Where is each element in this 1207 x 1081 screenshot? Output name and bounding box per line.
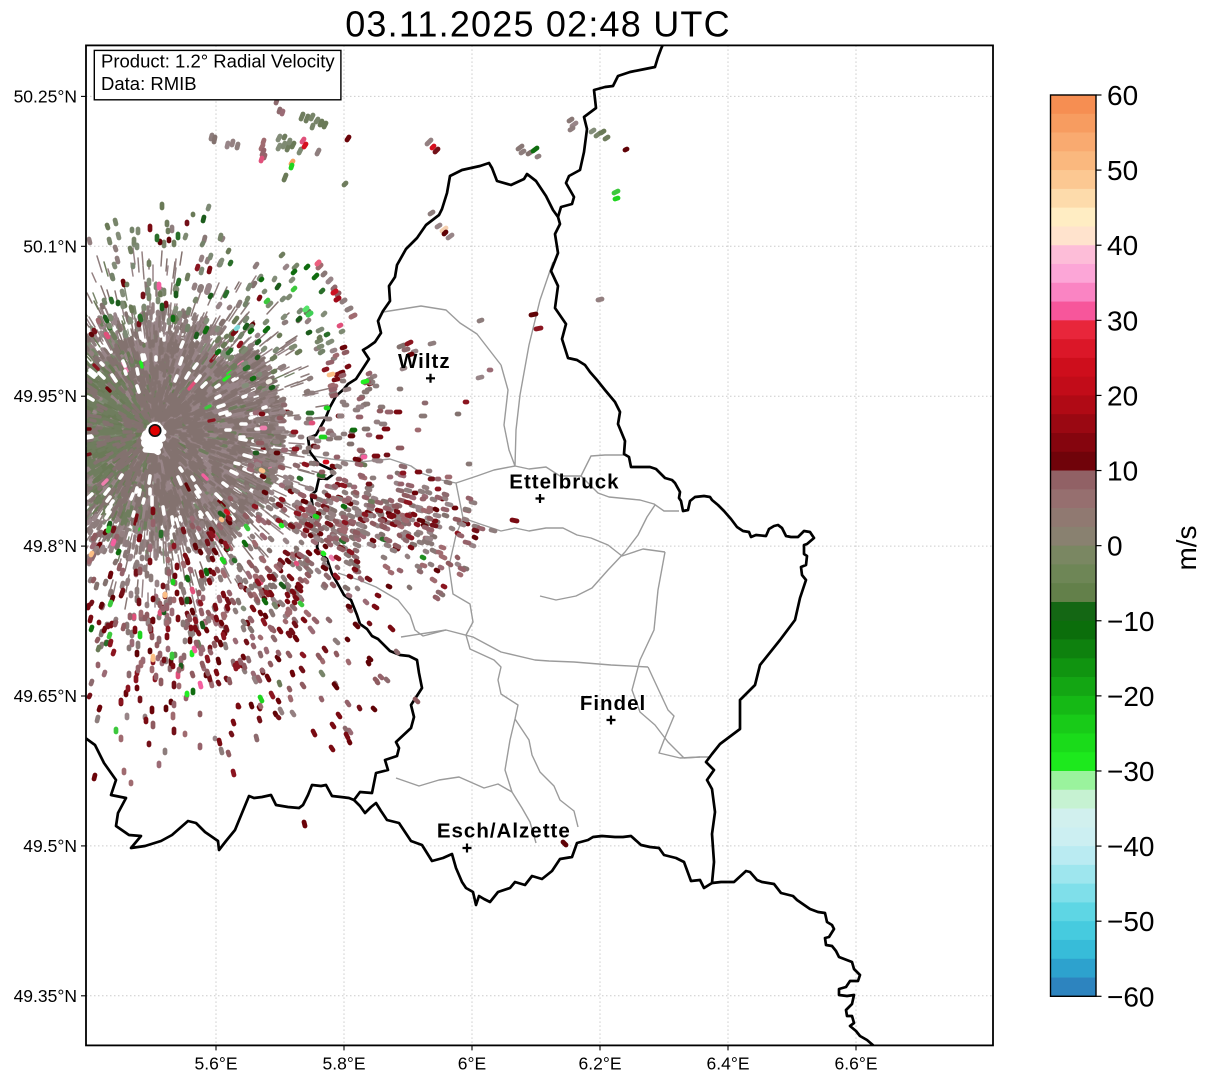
svg-text:−10: −10 <box>1107 606 1155 637</box>
svg-text:5.8°E: 5.8°E <box>323 1053 366 1073</box>
svg-text:49.35°N: 49.35°N <box>14 986 77 1006</box>
svg-text:6.4°E: 6.4°E <box>707 1053 750 1073</box>
svg-text:49.65°N: 49.65°N <box>14 686 77 706</box>
svg-text:6°E: 6°E <box>458 1053 486 1073</box>
svg-text:−30: −30 <box>1107 756 1155 787</box>
svg-text:Findel: Findel <box>580 692 646 715</box>
svg-text:−50: −50 <box>1107 906 1155 937</box>
svg-text:40: 40 <box>1107 230 1138 261</box>
svg-text:10: 10 <box>1107 456 1138 487</box>
svg-text:6.2°E: 6.2°E <box>579 1053 622 1073</box>
svg-text:−40: −40 <box>1107 831 1155 862</box>
svg-text:03.11.2025 02:48 UTC: 03.11.2025 02:48 UTC <box>345 4 731 45</box>
svg-text:50: 50 <box>1107 155 1138 186</box>
svg-text:Wiltz: Wiltz <box>398 350 451 373</box>
svg-text:30: 30 <box>1107 305 1138 336</box>
svg-text:49.5°N: 49.5°N <box>23 836 77 856</box>
svg-text:Ettelbruck: Ettelbruck <box>509 471 619 494</box>
svg-text:m/s: m/s <box>1171 525 1202 570</box>
svg-text:49.8°N: 49.8°N <box>23 536 77 556</box>
svg-text:5.6°E: 5.6°E <box>195 1053 238 1073</box>
svg-text:Esch/Alzette: Esch/Alzette <box>437 820 571 843</box>
svg-text:0: 0 <box>1107 531 1123 562</box>
svg-text:50.25°N: 50.25°N <box>14 86 77 106</box>
svg-text:−60: −60 <box>1107 981 1155 1012</box>
svg-text:Data: RMIB: Data: RMIB <box>101 73 197 94</box>
svg-text:20: 20 <box>1107 380 1138 411</box>
svg-text:50.1°N: 50.1°N <box>23 236 77 256</box>
svg-text:60: 60 <box>1107 80 1138 111</box>
svg-text:6.6°E: 6.6°E <box>835 1053 878 1073</box>
svg-text:Product: 1.2° Radial Velocity: Product: 1.2° Radial Velocity <box>101 51 335 72</box>
svg-text:49.95°N: 49.95°N <box>14 386 77 406</box>
svg-text:−20: −20 <box>1107 681 1155 712</box>
